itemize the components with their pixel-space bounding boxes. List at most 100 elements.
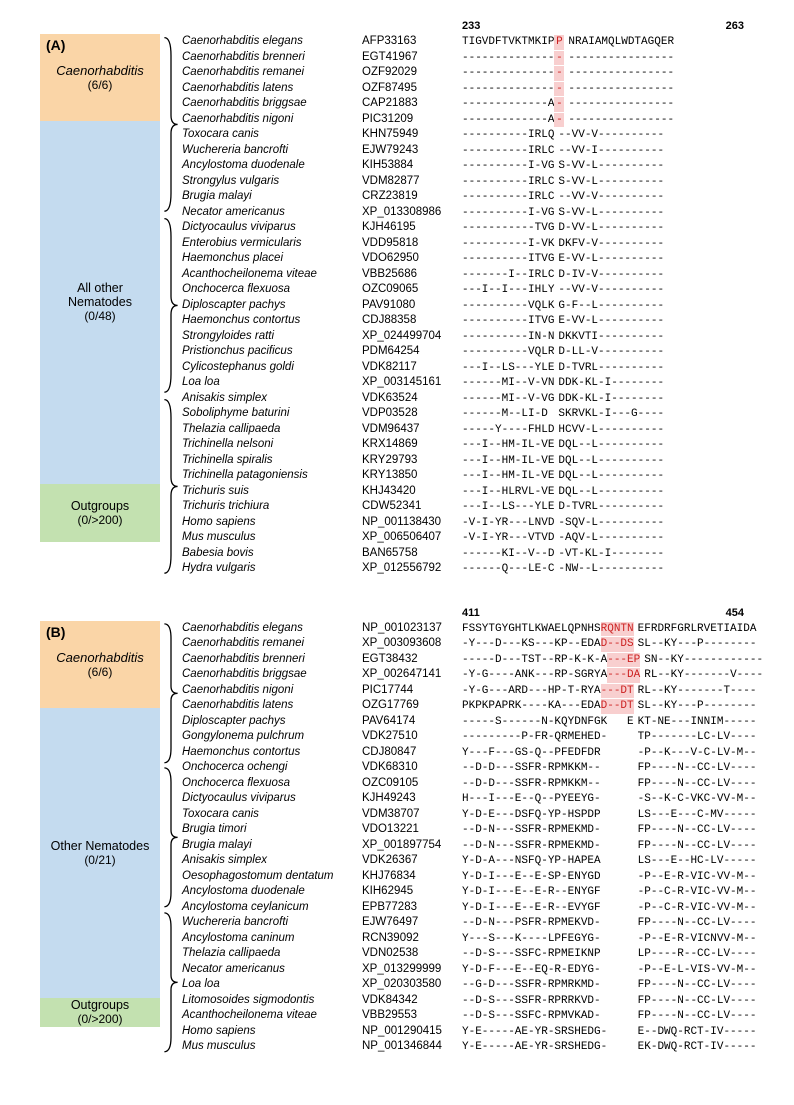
alignment-row: Necator americanusXP_013308986----------…	[182, 205, 754, 221]
species-name: Litomosoides sigmodontis	[182, 993, 362, 1008]
accession-id: XP_024499704	[362, 329, 462, 344]
sequence-segment-2: -P--E-R-VICNVV-M--	[638, 932, 757, 947]
alignment-row: Trichinella nelsoniKRX14869---I--HM-IL-V…	[182, 437, 754, 453]
sequence-segment-2: --VV-V----------	[558, 128, 664, 143]
accession-id: XP_003093608	[362, 636, 462, 651]
species-name: Trichinella patagoniensis	[182, 468, 362, 483]
sequence-segment-1: ----------IN-N	[462, 330, 554, 345]
alignment-row: Pristionchus pacificusPDM64254----------…	[182, 344, 754, 360]
alignment-row: Mus musculusNP_001346844Y-E-----AE-YR-SR…	[182, 1039, 763, 1055]
panel-letter: (B)	[46, 624, 65, 640]
sequence-segment-1: ----------IRLC	[462, 175, 554, 190]
species-name: Strongyloides ratti	[182, 329, 362, 344]
group-label: Outgroups	[71, 998, 129, 1012]
sequence-segment-2: S-VV-L----------	[558, 206, 664, 221]
sequence-segment-2: D-IV-V----------	[558, 268, 664, 283]
sequence-segment-1: --------------	[462, 51, 554, 66]
sequence-segment-1: PKPKPAPRK----KA---EDA	[462, 699, 601, 714]
highlight-region: D--DT	[601, 699, 634, 714]
accession-id: XP_020303580	[362, 977, 462, 992]
alignment-row: Wuchereria bancroftiEJW76497--D-N---PSFR…	[182, 915, 763, 931]
accession-id: VBB29553	[362, 1008, 462, 1023]
species-name: Thelazia callipaeda	[182, 946, 362, 961]
highlight-region: RQNTN	[601, 622, 634, 637]
accession-id: OZG17769	[362, 698, 462, 713]
sequence-segment-1: -Y---D---KS---KP--EDA	[462, 637, 601, 652]
sequence-segment-2: HCVV-L----------	[558, 423, 664, 438]
accession-id: CDJ80847	[362, 745, 462, 760]
group-count: (0/>200)	[77, 513, 122, 527]
accession-id: RCN39092	[362, 931, 462, 946]
species-name: Caenorhabditis briggsae	[182, 667, 362, 682]
sequence-segment-1: ---------P-FR-QRMEHED-	[462, 730, 634, 745]
species-name: Caenorhabditis nigoni	[182, 112, 362, 127]
accession-id: KHJ43420	[362, 484, 462, 499]
sequence-segment-1: ---I--HM-IL-VE	[462, 438, 554, 453]
accession-id: VDK84342	[362, 993, 462, 1008]
sequence-segment-2: FP----N--CC-LV----	[638, 823, 757, 838]
species-name: Acanthocheilonema viteae	[182, 1008, 362, 1023]
accession-id: XP_013308986	[362, 205, 462, 220]
alignment-row: Ancylostoma duodenaleKIH62945Y-D-I---E--…	[182, 884, 763, 900]
species-name: Ancylostoma caninum	[182, 931, 362, 946]
species-name: Caenorhabditis elegans	[182, 621, 362, 636]
highlight-region: -	[554, 51, 564, 66]
alignment-row: Homo sapiensNP_001138430-V-I-YR---LNVD-S…	[182, 515, 754, 531]
sequence-segment-1: Y-D-I---E--E-R--ENYGF	[462, 885, 634, 900]
pos-start: 411	[462, 607, 480, 619]
group-count: (0/48)	[84, 309, 115, 323]
sequence-segment-2: DQL--L----------	[558, 469, 664, 484]
species-name: Necator americanus	[182, 205, 362, 220]
species-name: Onchocerca flexuosa	[182, 282, 362, 297]
species-name: Onchocerca flexuosa	[182, 776, 362, 791]
species-name: Enterobius vermicularis	[182, 236, 362, 251]
curly-bracket-icon	[160, 765, 182, 910]
alignment-row: Diploscapter pachysPAV91080----------VQL…	[182, 298, 754, 314]
sequence-segment-1: ----------IRLC	[462, 190, 554, 205]
species-name: Trichinella spiralis	[182, 453, 362, 468]
sequence-segment-1: --D-S---SSFC-RPMEIKNP	[462, 947, 634, 962]
accession-id: OZC09065	[362, 282, 462, 297]
sequence-segment-2: DKKVTI----------	[558, 330, 664, 345]
species-name: Trichuris suis	[182, 484, 362, 499]
species-name: Brugia malayi	[182, 189, 362, 204]
accession-id: XP_002647141	[362, 667, 462, 682]
sequence-segment-1: ----------IRLQ	[462, 128, 554, 143]
alignment-row: Caenorhabditis briggsaeXP_002647141-Y-G-…	[182, 667, 763, 683]
sequence-segment-2: -P--C-R-VIC-VV-M--	[638, 901, 757, 916]
alignment-row: Onchocerca flexuosaOZC09065---I--I---IHL…	[182, 282, 754, 298]
species-name: Gongylonema pulchrum	[182, 729, 362, 744]
sequence-segment-1: FSSYTGYGHTLKWAELQPNHS	[462, 622, 601, 637]
taxa-box: Other Nematodes(0/21)	[40, 708, 160, 998]
accession-id: KRX14869	[362, 437, 462, 452]
sequence-segment-2: -P--E-L-VIS-VV-M--	[638, 963, 757, 978]
accession-id: KIH62945	[362, 884, 462, 899]
sequence-segment-1: --D-S---SSFR-RPRRKVD-	[462, 994, 634, 1009]
sequence-segment-1: -V-I-YR---LNVD	[462, 516, 554, 531]
accession-id: VDK68310	[362, 760, 462, 775]
sequence-segment-1: ---I--HM-IL-VE	[462, 469, 554, 484]
alignment-row: Haemonchus contortusCDJ88358----------IT…	[182, 313, 754, 329]
species-name: Ancylostoma ceylanicum	[182, 900, 362, 915]
accession-id: KRY29793	[362, 453, 462, 468]
sequence-segment-2: SKRVKL-I---G----	[558, 407, 664, 422]
sequence-segment-1: -----Y----FHLD	[462, 423, 554, 438]
curly-bracket-icon	[160, 396, 182, 577]
sequence-segment-1: ------KI--V--D	[462, 547, 554, 562]
accession-id: XP_003145161	[362, 375, 462, 390]
accession-id: XP_001897754	[362, 838, 462, 853]
accession-id: VDN02538	[362, 946, 462, 961]
panel-panelA: 233263(A)Caenorhabditis(6/6)All otherNem…	[40, 20, 754, 577]
species-name: Toxocara canis	[182, 127, 362, 142]
sequence-segment-1: -------I--IRLC	[462, 268, 554, 283]
species-name: Caenorhabditis latens	[182, 81, 362, 96]
accession-id: PDM64254	[362, 344, 462, 359]
sequence-segment-1: Y-E-----AE-YR-SRSHEDG-	[462, 1025, 634, 1040]
sequence-segment-1: ----------ITVG	[462, 314, 554, 329]
sequence-segment-2: --VV-V----------	[558, 283, 664, 298]
species-name: Soboliphyme baturini	[182, 406, 362, 421]
sequence-segment-2: DQL--L----------	[558, 454, 664, 469]
sequence-segment-1: --G-D---SSFR-RPMRKMD-	[462, 978, 634, 993]
accession-id: OZF92029	[362, 65, 462, 80]
curly-bracket-icon	[160, 215, 182, 396]
